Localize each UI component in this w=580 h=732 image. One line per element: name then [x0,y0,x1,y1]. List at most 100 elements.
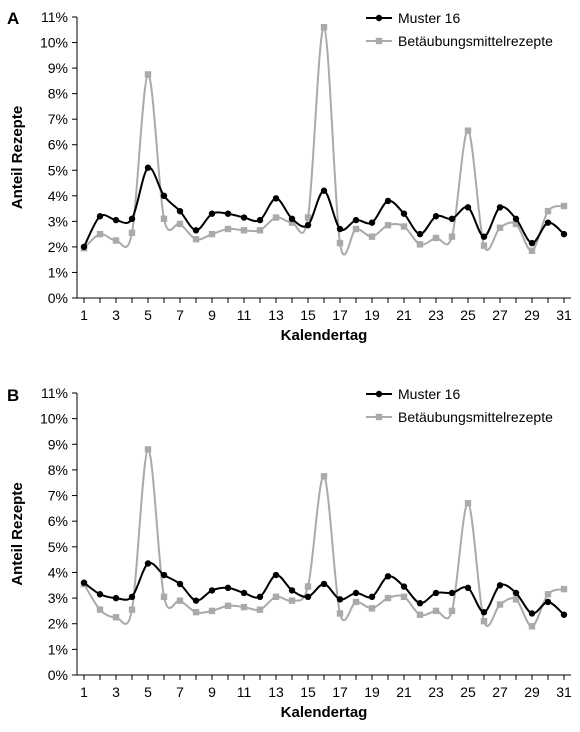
data-point-muster-16 [480,608,488,616]
legend-marker [375,14,383,22]
x-tick-label: 11 [237,684,252,700]
data-point-muster-16 [288,215,296,223]
data-point-btm [512,596,520,603]
y-tick-label: 11% [41,9,68,25]
data-point-muster-16 [432,213,440,220]
data-point-muster-16 [432,589,440,597]
data-point-btm [160,215,168,223]
data-point-btm [128,229,136,237]
x-tick-label: 17 [332,307,348,323]
data-point-btm [480,242,488,249]
data-point-muster-16 [560,611,568,618]
data-point-btm [96,230,104,238]
data-point-muster-16 [400,583,408,590]
x-tick-label: 31 [556,307,572,323]
x-tick-label: 5 [144,307,152,323]
data-point-muster-16 [528,239,536,247]
y-tick-label: 2% [48,239,68,255]
data-point-btm [112,614,120,621]
data-point-muster-16 [352,216,360,224]
x-tick-label: 21 [396,684,412,700]
data-point-btm [432,234,440,242]
data-point-muster-16 [384,573,392,580]
data-point-muster-16 [224,210,232,217]
data-point-muster-16 [512,589,520,597]
data-point-muster-16 [304,221,312,229]
y-tick-label: 10% [40,35,68,51]
x-tick-label: 1 [80,307,88,323]
x-tick-label: 3 [112,307,120,323]
x-tick-label: 7 [176,684,184,700]
legend-label: Muster 16 [398,10,460,26]
y-tick-label: 4% [48,188,68,204]
y-tick-label: 0% [48,290,68,306]
data-point-btm [544,591,552,598]
data-point-muster-16 [80,579,88,586]
data-point-btm [432,607,440,615]
data-point-btm [192,236,200,243]
legend-label: Muster 16 [398,386,460,402]
series-line-muster-16 [83,166,565,248]
x-axis-label: Kalendertag [281,327,368,344]
data-point-muster-16 [560,230,568,238]
y-axis-label: Anteil Rezepte [9,106,26,209]
data-point-btm [368,233,376,240]
data-point-muster-16 [128,215,136,223]
data-point-muster-16 [464,204,472,211]
data-point-muster-16 [416,230,424,238]
x-tick-label: 7 [176,307,184,323]
data-point-btm [208,607,216,615]
panel-letter: B [7,386,19,405]
data-point-muster-16 [272,195,280,202]
data-point-muster-16 [96,213,104,220]
y-tick-label: 3% [48,213,68,229]
data-point-muster-16 [144,560,152,567]
data-point-muster-16 [128,593,136,601]
x-tick-label: 21 [396,307,412,323]
x-tick-label: 27 [492,684,508,700]
data-point-btm [320,24,328,31]
data-point-muster-16 [256,216,264,224]
data-point-muster-16 [416,600,424,607]
data-point-btm [384,594,392,602]
y-tick-label: 1% [48,641,68,657]
data-point-muster-16 [320,580,328,588]
data-point-muster-16 [304,593,312,601]
data-point-muster-16 [368,219,376,226]
data-point-muster-16 [240,589,248,597]
data-point-btm [528,247,536,254]
x-tick-label: 5 [144,684,152,700]
x-tick-label: 19 [364,307,380,323]
data-point-muster-16 [336,596,344,603]
data-point-btm [560,585,568,593]
data-point-muster-16 [192,597,200,604]
data-point-muster-16 [544,219,552,226]
y-tick-label: 4% [48,564,68,580]
data-point-muster-16 [352,589,360,597]
data-point-muster-16 [112,594,120,602]
data-point-btm [336,610,344,617]
data-point-btm [320,473,328,480]
x-tick-label: 29 [524,684,540,700]
data-point-btm [528,623,536,630]
data-point-btm [480,617,488,625]
x-tick-label: 9 [208,684,216,700]
data-point-btm [256,227,264,234]
y-tick-label: 1% [48,264,68,280]
y-tick-label: 10% [40,411,68,427]
data-point-btm [240,227,248,234]
legend-marker [375,390,383,398]
data-point-muster-16 [336,225,344,233]
x-tick-label: 1 [80,684,88,700]
data-point-btm [176,220,184,228]
data-point-muster-16 [496,582,504,589]
x-tick-label: 23 [428,684,444,700]
data-point-btm [400,223,408,230]
data-point-btm [368,605,376,612]
series-line-muster-16 [83,561,565,616]
x-axis-label: Kalendertag [281,704,368,721]
data-point-btm [224,225,232,233]
data-point-muster-16 [368,593,376,601]
x-tick-label: 11 [237,307,252,323]
data-point-btm [256,606,264,613]
